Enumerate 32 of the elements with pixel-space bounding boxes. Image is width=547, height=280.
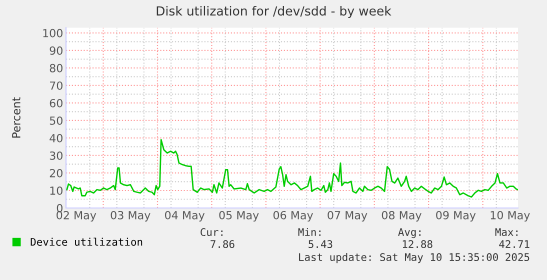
y-axis-title: Percent bbox=[12, 97, 20, 138]
y-tick-label: 100 bbox=[43, 28, 62, 38]
y-tick-label: 30 bbox=[50, 151, 62, 160]
y-tick-label: 70 bbox=[50, 81, 62, 90]
legend-label: Device utilization bbox=[30, 238, 142, 246]
text: Avg: bbox=[398, 228, 420, 238]
x-tick-label: 07 May bbox=[328, 210, 368, 222]
y-tick-label: 20 bbox=[50, 168, 62, 178]
text: Cur: bbox=[200, 228, 222, 236]
text: 12.88 bbox=[402, 240, 432, 248]
y-tick-label: 40 bbox=[50, 134, 62, 142]
y-tick-label: 60 bbox=[50, 98, 62, 108]
y-tick-label: 50 bbox=[50, 116, 62, 125]
x-tick-label: 05 May bbox=[219, 210, 259, 222]
x-tick-label: 09 May bbox=[436, 210, 476, 222]
text: 5.43 bbox=[308, 240, 332, 248]
x-tick-label: 08 May bbox=[382, 210, 422, 222]
text: 42.71 bbox=[499, 240, 530, 248]
y-tick-label: 80 bbox=[50, 64, 62, 72]
line-series bbox=[66, 139, 518, 198]
chart-title: Disk utilization for /dev/sdd - by week bbox=[156, 6, 392, 18]
x-tick-label: 04 May bbox=[165, 210, 205, 222]
text: Max: bbox=[495, 228, 518, 236]
text: Last update: Sat May 10 15:35:00 2025 bbox=[299, 252, 530, 264]
y-tick-label: 10 bbox=[50, 186, 62, 195]
x-tick-label: 06 May bbox=[273, 210, 314, 222]
x-tick-label: 10 May bbox=[490, 210, 530, 222]
text: Min: bbox=[298, 228, 320, 236]
text: 7.86 bbox=[210, 240, 234, 248]
y-tick-label: 90 bbox=[50, 46, 62, 55]
x-tick-label: 02 May bbox=[56, 210, 96, 222]
x-tick-label: 03 May bbox=[110, 210, 150, 222]
